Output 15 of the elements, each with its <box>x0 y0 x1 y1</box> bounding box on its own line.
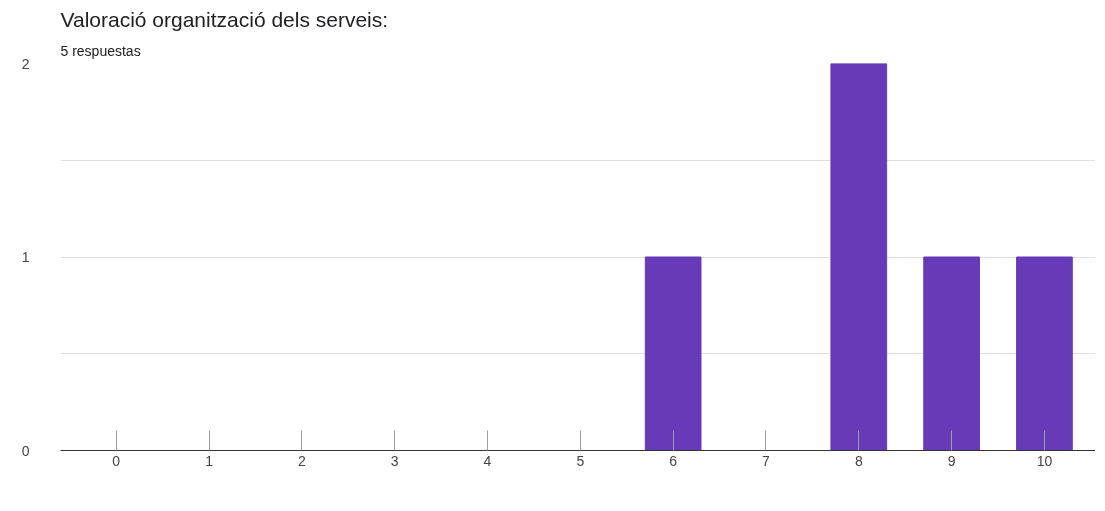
x-tick-label: 5 <box>576 452 585 469</box>
chart-title: Valoració organització dels serveis: <box>60 7 389 31</box>
x-tick-label: 10 <box>1036 452 1053 469</box>
y-tick-label: 2 <box>21 55 30 72</box>
x-tick-label: 6 <box>669 452 678 469</box>
x-tick-label: 2 <box>297 452 306 469</box>
x-tick-label: 4 <box>483 452 492 469</box>
chart-subtitle: 5 respuestas <box>60 42 141 59</box>
y-tick-label: 1 <box>21 249 30 265</box>
x-tick-label: 0 <box>112 452 121 469</box>
x-tick-label: 7 <box>762 452 771 469</box>
x-tick-label: 1 <box>205 452 214 469</box>
x-tick-label: 9 <box>947 452 956 469</box>
x-tick-label: 8 <box>854 452 863 469</box>
x-tick-label: 3 <box>390 452 399 469</box>
